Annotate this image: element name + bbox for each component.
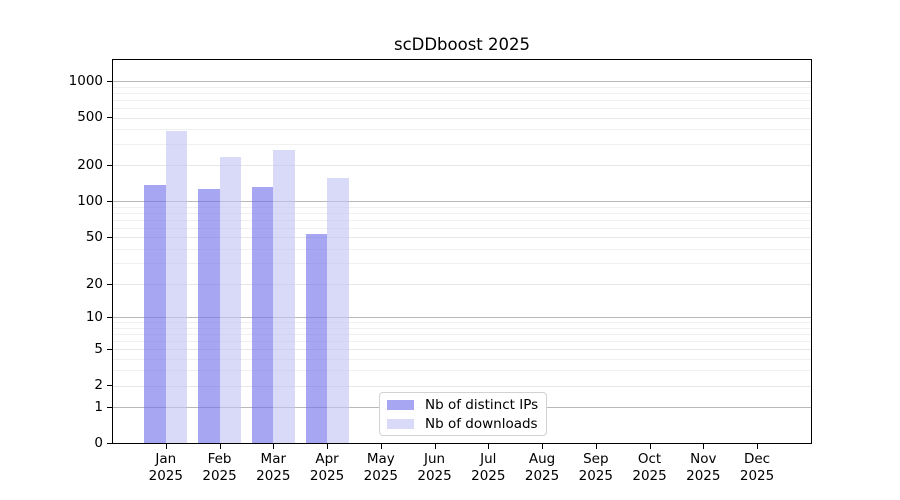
y-tick-label-5: 5 xyxy=(94,341,103,358)
bar-nb-of-distinct-ips-apr-2025 xyxy=(305,234,328,443)
y-gridline-10 xyxy=(113,317,811,319)
y-tick-label-500: 500 xyxy=(77,109,103,126)
y-tick-label-50: 50 xyxy=(85,229,103,246)
x-tick-mark-2 xyxy=(219,444,221,449)
y-tick-label-100: 100 xyxy=(77,193,103,210)
bar-nb-of-downloads-mar-2025 xyxy=(273,150,295,443)
y-tick-mark-10 xyxy=(107,317,113,319)
y-gridline-800 xyxy=(113,92,811,94)
y-tick-mark-0 xyxy=(107,443,113,444)
x-tick-label-feb-2025: Feb 2025 xyxy=(202,451,237,484)
y-gridline-300 xyxy=(113,144,811,146)
y-gridline-40 xyxy=(113,248,811,250)
y-tick-mark-500 xyxy=(107,117,113,119)
x-tick-label-mar-2025: Mar 2025 xyxy=(256,451,291,484)
y-gridline-2 xyxy=(113,385,811,387)
x-tick-label-may-2025: May 2025 xyxy=(363,451,398,484)
y-tick-label-1: 1 xyxy=(94,398,103,415)
x-tick-mark-3 xyxy=(273,444,275,449)
legend-label-downloads: Nb of downloads xyxy=(425,415,538,432)
y-gridline-600 xyxy=(113,107,811,109)
x-tick-label-nov-2025: Nov 2025 xyxy=(686,451,721,484)
y-tick-mark-100 xyxy=(107,201,113,203)
x-tick-label-oct-2025: Oct 2025 xyxy=(632,451,667,484)
y-gridline-8 xyxy=(113,327,811,329)
y-tick-mark-1000 xyxy=(107,81,113,83)
y-gridline-100 xyxy=(113,201,811,203)
legend-item-downloads: Nb of downloads xyxy=(387,416,546,432)
plot-area xyxy=(112,59,812,444)
bar-nb-of-downloads-feb-2025 xyxy=(219,156,241,443)
x-tick-mark-6 xyxy=(434,444,436,449)
y-gridline-200 xyxy=(113,165,811,167)
y-tick-label-10: 10 xyxy=(85,309,103,326)
y-gridline-700 xyxy=(113,99,811,101)
x-tick-label-apr-2025: Apr 2025 xyxy=(309,451,345,484)
x-tick-label-aug-2025: Aug 2025 xyxy=(524,451,560,484)
x-tick-label-jul-2025: Jul 2025 xyxy=(471,451,506,484)
y-gridline-500 xyxy=(113,117,811,119)
y-tick-mark-200 xyxy=(107,165,113,167)
y-gridline-5 xyxy=(113,349,811,351)
y-gridline-4 xyxy=(113,358,811,360)
y-gridline-3 xyxy=(113,370,811,372)
y-gridline-30 xyxy=(113,263,811,265)
bar-nb-of-distinct-ips-jan-2025 xyxy=(144,184,166,443)
x-tick-mark-8 xyxy=(542,444,544,449)
bar-nb-of-downloads-apr-2025 xyxy=(327,177,349,443)
y-tick-mark-2 xyxy=(107,385,113,387)
y-tick-label-1000: 1000 xyxy=(68,73,103,90)
y-tick-label-2: 2 xyxy=(94,377,103,394)
y-tick-mark-50 xyxy=(107,237,113,239)
y-gridline-60 xyxy=(113,227,811,229)
y-gridline-50 xyxy=(113,237,811,239)
y-gridline-6 xyxy=(113,341,811,343)
legend-item-distinct-ips: Nb of distinct IPs xyxy=(387,397,546,413)
x-tick-label-jun-2025: Jun 2025 xyxy=(417,451,452,484)
y-gridline-90 xyxy=(113,206,811,208)
x-tick-mark-10 xyxy=(649,444,651,449)
bar-nb-of-distinct-ips-mar-2025 xyxy=(251,186,274,443)
bar-nb-of-distinct-ips-feb-2025 xyxy=(198,188,220,443)
y-gridline-70 xyxy=(113,219,811,221)
distinct-ips-swatch xyxy=(387,399,414,410)
legend: Nb of distinct IPs Nb of downloads xyxy=(379,392,547,436)
x-tick-mark-9 xyxy=(595,444,597,449)
y-tick-label-20: 20 xyxy=(85,275,103,292)
x-tick-label-jan-2025: Jan 2025 xyxy=(148,451,183,484)
y-tick-label-200: 200 xyxy=(77,157,103,174)
y-gridline-9 xyxy=(113,322,811,324)
y-gridline-400 xyxy=(113,129,811,131)
x-tick-mark-7 xyxy=(488,444,490,449)
y-gridline-20 xyxy=(113,283,811,285)
y-tick-mark-1 xyxy=(107,406,113,408)
y-gridline-1000 xyxy=(113,81,811,83)
x-tick-mark-5 xyxy=(380,444,382,449)
legend-label-distinct-ips: Nb of distinct IPs xyxy=(425,396,539,413)
y-gridline-7 xyxy=(113,334,811,336)
x-tick-mark-11 xyxy=(703,444,705,449)
y-gridline-80 xyxy=(113,212,811,214)
downloads-swatch xyxy=(387,418,414,429)
y-tick-mark-20 xyxy=(107,283,113,285)
x-tick-mark-1 xyxy=(165,444,167,449)
y-gridline-900 xyxy=(113,86,811,88)
chart-title: scDDboost 2025 xyxy=(393,35,531,54)
y-tick-mark-5 xyxy=(107,349,113,351)
x-tick-mark-4 xyxy=(327,444,329,449)
x-tick-mark-12 xyxy=(757,444,759,449)
bar-nb-of-downloads-jan-2025 xyxy=(165,131,188,443)
x-tick-label-sep-2025: Sep 2025 xyxy=(578,451,613,484)
y-tick-label-0: 0 xyxy=(94,435,103,451)
x-tick-label-dec-2025: Dec 2025 xyxy=(739,451,775,484)
